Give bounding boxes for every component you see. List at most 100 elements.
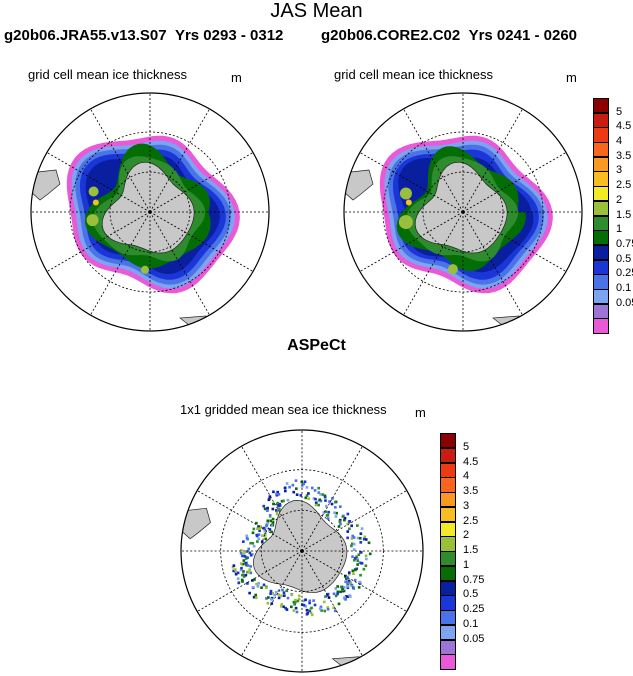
ice-cell <box>350 537 354 540</box>
colorbar-swatch <box>440 536 456 552</box>
ice-cell <box>242 575 246 578</box>
ice-cell <box>268 528 272 531</box>
ice-cell <box>348 519 352 523</box>
colorbar-swatch <box>440 462 456 478</box>
ice-cell <box>360 527 364 530</box>
colorbar-label: 3.5 <box>616 149 632 162</box>
colorbar-swatch <box>440 477 456 493</box>
ice-cell <box>350 542 354 546</box>
ice-cell <box>248 568 251 571</box>
ice-cell <box>282 594 286 597</box>
ice-cell <box>294 606 298 610</box>
ice-cell <box>302 603 306 607</box>
ice-cell <box>344 580 348 584</box>
ice-cell <box>307 497 311 501</box>
ice-cell <box>297 594 301 598</box>
colorbar-label: 0.05 <box>463 632 485 645</box>
ice-cell <box>275 510 279 514</box>
right-panel-subtitle: grid cell mean ice thickness <box>334 67 493 82</box>
ice-cell <box>252 527 256 531</box>
ice-cell <box>282 499 285 503</box>
ice-cell <box>244 563 248 567</box>
ice-cell <box>291 483 295 487</box>
ice-cell <box>290 593 294 597</box>
ice-cell <box>286 596 290 600</box>
thick-ice-patch <box>447 264 458 275</box>
ice-cell <box>255 582 258 586</box>
left-panel-subtitle: grid cell mean ice thickness <box>28 67 187 82</box>
ice-cell <box>345 575 349 579</box>
ice-cell <box>290 605 293 609</box>
ice-cell <box>339 522 342 526</box>
ice-cell <box>300 480 304 484</box>
colorbar-label: 4 <box>463 470 470 483</box>
colorbar-label: 0.75 <box>463 573 485 586</box>
ice-cell <box>278 508 281 511</box>
ice-cell <box>347 571 351 574</box>
ice-cell <box>274 590 278 594</box>
ice-cell <box>346 512 350 516</box>
figure-title: JAS Mean <box>270 0 363 22</box>
ice-cell <box>317 486 320 490</box>
ice-cell <box>257 533 261 536</box>
colorbar-label: 4 <box>616 135 623 148</box>
ice-cell <box>328 500 331 503</box>
graticule <box>31 93 269 331</box>
colorbar-swatch <box>593 244 609 261</box>
ice-cell <box>252 544 256 548</box>
ice-cell <box>245 536 249 540</box>
colorbar-label: 2 <box>616 193 623 206</box>
ice-cell <box>293 601 297 604</box>
ice-cell <box>277 504 280 508</box>
ice-cell <box>276 501 280 505</box>
ice-cell <box>266 506 269 510</box>
colorbar-label: 2.5 <box>463 514 479 527</box>
ice-cell <box>244 561 247 565</box>
ice-cell <box>356 559 360 563</box>
colorbar-swatch <box>440 433 456 449</box>
ice-cell <box>314 503 318 507</box>
ice-cell <box>305 486 309 489</box>
ice-cell <box>241 562 245 566</box>
colorbar-swatch <box>593 303 609 319</box>
colorbar-label: 0.1 <box>616 281 632 294</box>
observation-title: ASPeCt <box>287 337 346 354</box>
ice-cell <box>305 612 309 616</box>
ice-cell <box>303 480 307 484</box>
ice-cell <box>234 570 237 573</box>
ice-cell <box>261 534 264 537</box>
ice-cell <box>334 500 337 504</box>
ice-cell <box>248 591 251 595</box>
colorbar-swatch <box>593 186 609 202</box>
ice-cell <box>256 527 259 531</box>
ice-cell <box>296 599 300 603</box>
ice-cell <box>352 548 356 551</box>
ice-cell <box>326 606 330 609</box>
ice-cell <box>294 479 298 482</box>
colorbar-label: 2.5 <box>616 179 632 192</box>
ice-cell <box>264 586 268 590</box>
colorbar-label: 1 <box>616 223 623 236</box>
ice-cell <box>364 538 368 541</box>
graticule <box>344 93 582 331</box>
ice-cell <box>343 516 347 520</box>
ice-cell <box>365 557 368 561</box>
ice-cell <box>295 493 299 496</box>
ice-cell <box>319 605 323 609</box>
ice-cell <box>241 580 244 583</box>
ice-cell <box>341 515 345 518</box>
ice-cell <box>339 590 342 594</box>
ice-cell <box>352 536 356 539</box>
ice-cell <box>266 521 270 525</box>
ice-cell <box>255 534 259 538</box>
ice-cell <box>322 600 326 604</box>
ice-cell <box>252 595 256 599</box>
ice-cell <box>322 511 326 514</box>
ice-cell <box>269 519 273 523</box>
ice-cell <box>353 578 357 582</box>
colorbar-swatch <box>593 200 609 217</box>
ice-cell <box>327 510 330 514</box>
ice-cell <box>350 544 353 548</box>
ice-cell <box>352 587 356 590</box>
colorbar-swatch <box>440 506 456 523</box>
